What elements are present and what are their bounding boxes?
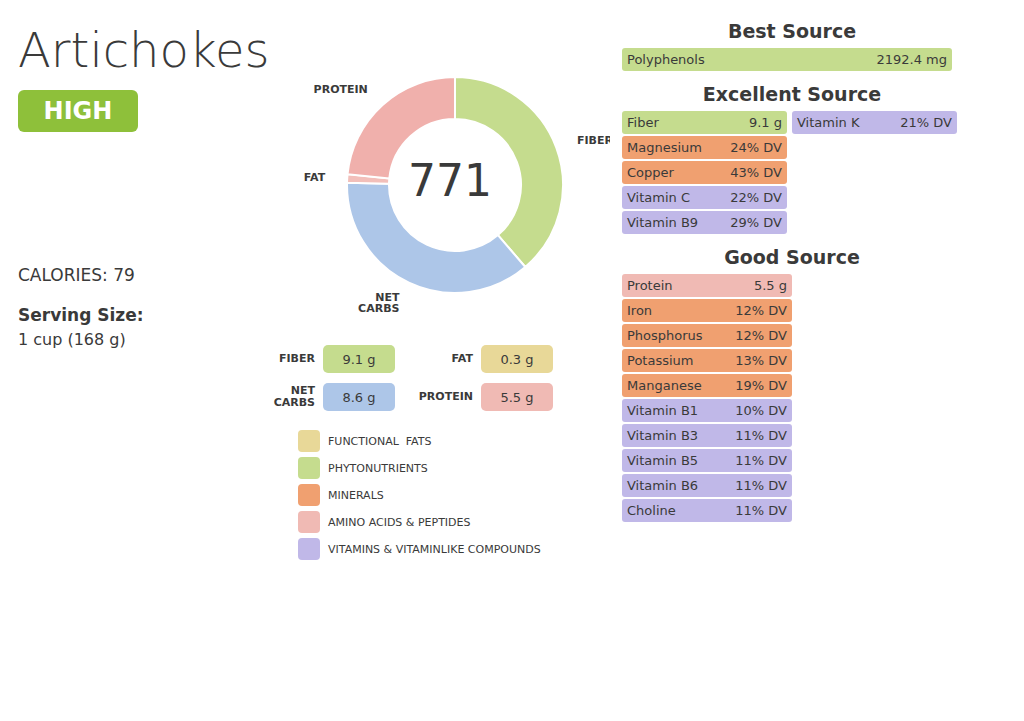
html-text:CALORIES: 79: CALORIES: 79 (18, 265, 135, 285)
html-text:22% DV: 22% DV (730, 190, 782, 205)
html-text:24% DV: 24% DV (730, 140, 782, 155)
html-text:11% DV: 11% DV (735, 453, 787, 468)
html-text:0.3 g: 0.3 g (500, 351, 534, 367)
html-text:10% DV: 10% DV (735, 403, 787, 418)
html-text:Good Source: Good Source (724, 246, 860, 268)
html-text:Phosphorus: Phosphorus (627, 328, 703, 343)
html-text:43% DV: 43% DV (730, 165, 782, 180)
html-text:Vitamin B3: Vitamin B3 (627, 428, 699, 443)
html-text:Excellent Source: Excellent Source (702, 83, 882, 105)
html-text:Manganese: Manganese (627, 378, 702, 393)
html-text:MINERALS: MINERALS (328, 488, 384, 502)
html-text:VITAMINS & VITAMINLIKE COMPOUN: VITAMINS & VITAMINLIKE COMPOUNDS (328, 542, 541, 556)
html-text:Serving Size:: Serving Size: (18, 305, 144, 325)
html-text:Iron: Iron (627, 303, 653, 318)
html-text:9.1 g: 9.1 g (748, 115, 782, 130)
html-text:11% DV: 11% DV (735, 428, 787, 443)
html-text:11% DV: 11% DV (735, 478, 787, 493)
html-text:Vitamin B1: Vitamin B1 (627, 403, 699, 418)
html-text:Potassium: Potassium (627, 353, 694, 368)
html-text:13% DV: 13% DV (735, 353, 787, 368)
html-text:FUNCTIONAL FATS: FUNCTIONAL FATS (328, 434, 432, 448)
svg-text:FAT: FAT (304, 171, 326, 184)
html-text:5.5 g: 5.5 g (500, 389, 534, 405)
html-text:Artichokes: Artichokes (18, 22, 270, 78)
html-text:Vitamin K: Vitamin K (797, 115, 860, 130)
html-text:1 cup (168 g): 1 cup (168 g) (18, 330, 126, 349)
html-text:Vitamin B5: Vitamin B5 (627, 453, 699, 468)
html-text:Vitamin C: Vitamin C (627, 190, 690, 205)
html-text:Fiber: Fiber (627, 115, 659, 130)
html-text:HIGH: HIGH (43, 97, 113, 125)
html-text:AMINO ACIDS & PEPTIDES: AMINO ACIDS & PEPTIDES (328, 515, 471, 529)
html-text:PROTEIN: PROTEIN (418, 390, 473, 403)
html-text:19% DV: 19% DV (735, 378, 787, 393)
html-text:2192.4 mg: 2192.4 mg (876, 52, 947, 67)
svg-text:FIBER: FIBER (577, 133, 610, 146)
html-text:5.5 g: 5.5 g (753, 278, 787, 293)
html-text:Vitamin B6: Vitamin B6 (627, 478, 699, 493)
html-text:FAT: FAT (451, 352, 473, 365)
svg-text:NETCARBS: NETCARBS (358, 291, 400, 315)
html-text:29% DV: 29% DV (730, 215, 782, 230)
html-text:Protein: Protein (627, 278, 673, 293)
html-text:FIBER: FIBER (279, 352, 315, 365)
svg-text:PROTEIN: PROTEIN (314, 82, 368, 95)
html-text:12% DV: 12% DV (735, 303, 787, 318)
html-text:PHYTONUTRIENTS: PHYTONUTRIENTS (328, 461, 428, 475)
html-text:Polyphenols: Polyphenols (627, 52, 705, 67)
html-text:8.6 g: 8.6 g (342, 389, 376, 405)
html-text:21% DV: 21% DV (900, 115, 952, 130)
html-text:Choline: Choline (627, 503, 676, 518)
html-text:Vitamin B9: Vitamin B9 (627, 215, 699, 230)
html-text:Copper: Copper (627, 165, 674, 180)
html-text:11% DV: 11% DV (735, 503, 787, 518)
html-text:12% DV: 12% DV (735, 328, 787, 343)
html-text:Best Source: Best Source (727, 20, 857, 42)
html-text:Magnesium: Magnesium (627, 140, 702, 155)
html-text:771: 771 (408, 154, 492, 206)
html-text:NET CARBS: NET CARBS (273, 383, 315, 409)
html-text:9.1 g: 9.1 g (342, 351, 376, 367)
